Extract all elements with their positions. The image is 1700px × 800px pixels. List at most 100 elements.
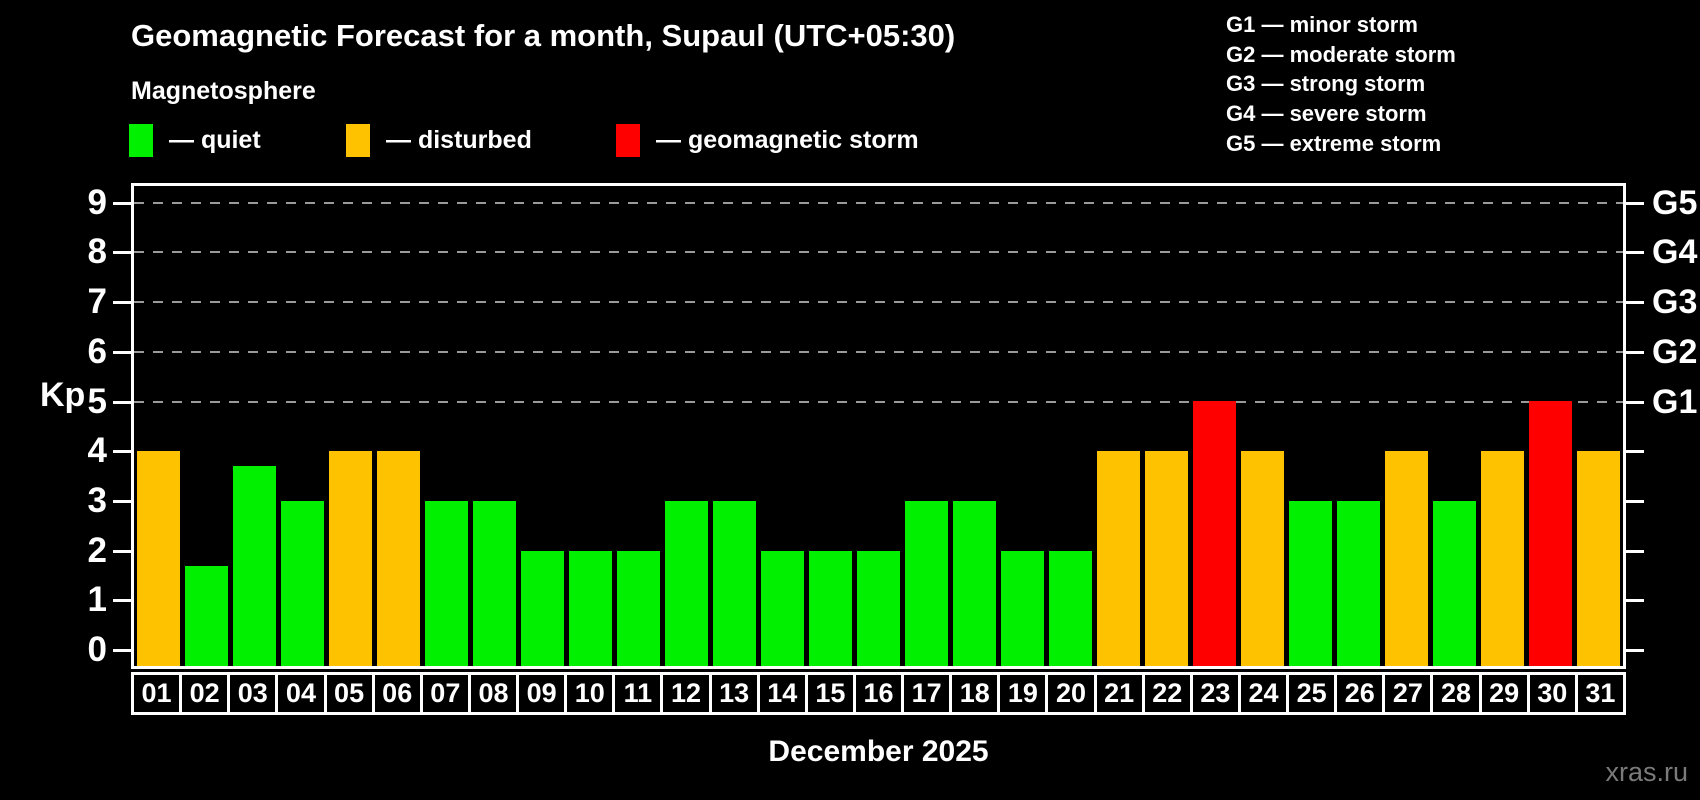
y-tick-label-5: 5 bbox=[87, 381, 107, 421]
kp-bar-day-13 bbox=[713, 501, 756, 666]
day-label-01: 01 bbox=[134, 675, 180, 712]
y-tick-label-0: 0 bbox=[87, 630, 107, 669]
x-axis-day-labels: 01 02 03 04 05 06 07 08 09 10 11 12 13 14 15 16 17 18 19 20… bbox=[131, 672, 1626, 715]
kp-bar-day-14 bbox=[761, 551, 804, 666]
g-label-G2: G2 bbox=[1652, 332, 1698, 371]
y-tick-label-2: 2 bbox=[87, 530, 107, 570]
disturbed-legend-swatch-icon bbox=[346, 124, 370, 157]
y-tick-right-3 bbox=[1626, 499, 1644, 503]
kp-bar-day-16 bbox=[857, 551, 900, 666]
day-label-24: 24 bbox=[1240, 675, 1287, 712]
gridline-kp7 bbox=[134, 301, 1623, 304]
y-tick-left-2 bbox=[113, 549, 131, 553]
kp-bar-day-17 bbox=[905, 501, 948, 666]
day-label-05: 05 bbox=[326, 675, 372, 712]
y-tick-label-1: 1 bbox=[87, 580, 107, 620]
y-tick-left-1 bbox=[113, 599, 131, 603]
kp-bar-day-23 bbox=[1193, 401, 1236, 666]
y-tick-label-4: 4 bbox=[87, 431, 107, 471]
kp-bar-day-21 bbox=[1097, 451, 1140, 666]
day-label-08: 08 bbox=[470, 675, 517, 712]
gridline-kp8 bbox=[134, 251, 1623, 254]
y-tick-left-9 bbox=[113, 201, 131, 205]
kp-bar-day-15 bbox=[809, 551, 852, 666]
day-label-10: 10 bbox=[567, 675, 613, 712]
day-label-17: 17 bbox=[904, 675, 950, 712]
kp-bar-day-26 bbox=[1337, 501, 1380, 666]
storm-legend-label: — geomagnetic storm bbox=[656, 126, 919, 154]
watermark: xras.ru bbox=[1605, 757, 1688, 787]
y-tick-right-4 bbox=[1626, 450, 1644, 454]
day-label-14: 14 bbox=[759, 675, 805, 712]
storm-legend-swatch-icon bbox=[616, 124, 640, 157]
g-label-G3: G3 bbox=[1652, 283, 1698, 322]
gridline-kp5 bbox=[134, 400, 1623, 403]
kp-bar-day-28 bbox=[1433, 501, 1476, 666]
day-label-06: 06 bbox=[374, 675, 420, 712]
y-tick-label-6: 6 bbox=[87, 331, 107, 371]
g-label-G5: G5 bbox=[1652, 183, 1698, 222]
kp-bar-day-03 bbox=[233, 466, 276, 666]
y-tick-right-7 bbox=[1626, 301, 1644, 305]
kp-bar-day-06 bbox=[377, 451, 420, 666]
y-axis-title: Kp bbox=[40, 376, 86, 414]
kp-bar-day-25 bbox=[1289, 501, 1332, 666]
y-tick-left-4 bbox=[113, 450, 131, 454]
day-label-03: 03 bbox=[230, 675, 276, 712]
g5-legend-line: G5 — extreme storm bbox=[1226, 130, 1442, 156]
day-label-12: 12 bbox=[663, 675, 709, 712]
day-label-04: 04 bbox=[278, 675, 324, 712]
chart-canvas bbox=[134, 186, 1623, 666]
kp-bar-day-09 bbox=[521, 551, 564, 666]
kp-bar-day-29 bbox=[1481, 451, 1524, 666]
kp-bar-day-05 bbox=[329, 451, 372, 666]
day-label-23: 23 bbox=[1192, 675, 1238, 712]
y-tick-left-7 bbox=[113, 301, 131, 305]
kp-bar-day-24 bbox=[1241, 451, 1284, 666]
y-tick-label-3: 3 bbox=[87, 480, 107, 520]
kp-bar-day-19 bbox=[1001, 551, 1044, 666]
day-label-25: 25 bbox=[1289, 675, 1335, 712]
day-label-26: 26 bbox=[1337, 675, 1383, 712]
day-label-27: 27 bbox=[1385, 675, 1431, 712]
y-tick-left-6 bbox=[113, 350, 131, 354]
kp-bar-day-07 bbox=[425, 501, 468, 666]
chart-plot-area bbox=[131, 183, 1626, 669]
kp-bar-day-02 bbox=[185, 566, 228, 666]
day-label-28: 28 bbox=[1433, 675, 1479, 712]
day-label-20: 20 bbox=[1048, 675, 1094, 712]
y-tick-right-5 bbox=[1626, 400, 1644, 404]
gridline-kp6 bbox=[134, 350, 1623, 353]
day-label-31: 31 bbox=[1577, 675, 1623, 712]
kp-bar-day-18 bbox=[953, 501, 996, 666]
g-label-G1: G1 bbox=[1652, 382, 1698, 421]
day-label-15: 15 bbox=[807, 675, 853, 712]
gridline-kp9 bbox=[134, 201, 1623, 204]
kp-bar-day-10 bbox=[569, 551, 612, 666]
y-tick-left-5 bbox=[113, 400, 131, 404]
kp-bar-day-08 bbox=[473, 501, 516, 666]
day-label-22: 22 bbox=[1144, 675, 1190, 712]
day-label-29: 29 bbox=[1481, 675, 1527, 712]
page-title: Geomagnetic Forecast for a month, Supaul… bbox=[131, 18, 956, 53]
day-label-11: 11 bbox=[615, 675, 661, 712]
day-label-09: 09 bbox=[519, 675, 565, 712]
kp-bar-day-01 bbox=[137, 451, 180, 666]
day-label-16: 16 bbox=[855, 675, 902, 712]
day-label-02: 02 bbox=[182, 675, 228, 712]
subtitle-magnetosphere: Magnetosphere bbox=[131, 77, 316, 105]
day-label-30: 30 bbox=[1529, 675, 1575, 712]
y-tick-label-8: 8 bbox=[87, 232, 107, 272]
y-tick-left-0 bbox=[113, 649, 131, 652]
kp-bar-day-20 bbox=[1049, 551, 1092, 666]
kp-bar-day-22 bbox=[1145, 451, 1188, 666]
y-tick-right-0 bbox=[1626, 649, 1644, 652]
g1-legend-line: G1 — minor storm bbox=[1226, 12, 1418, 37]
g3-legend-line: G3 — strong storm bbox=[1226, 71, 1426, 97]
kp-bar-day-04 bbox=[281, 501, 324, 666]
y-tick-left-8 bbox=[113, 251, 131, 255]
disturbed-legend-label: — disturbed bbox=[386, 126, 532, 154]
kp-bar-day-11 bbox=[617, 551, 660, 666]
y-tick-label-7: 7 bbox=[87, 282, 107, 322]
